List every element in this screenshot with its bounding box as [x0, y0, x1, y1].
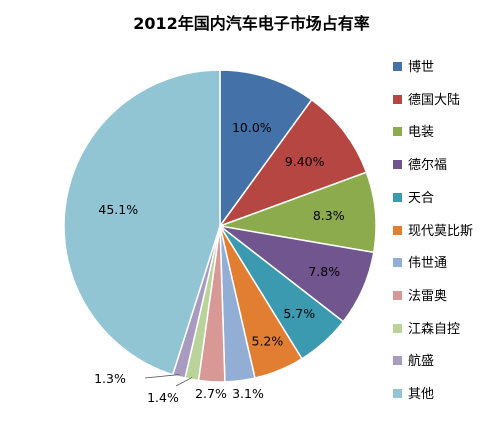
legend-item-2: 德国大陆 — [393, 91, 460, 111]
legend-label: 德尔福 — [408, 158, 448, 174]
legend-swatch — [393, 323, 402, 333]
slice-label-5: 5.7% — [283, 306, 315, 321]
legend-item-5: 天合 — [393, 189, 434, 209]
legend-swatch — [393, 258, 402, 268]
slice-label-7: 3.1% — [232, 386, 264, 401]
slice-label-1: 10.0% — [232, 120, 272, 135]
slice-label-4: 7.8% — [308, 264, 340, 279]
legend-item-11: 其他 — [393, 385, 434, 405]
legend-label: 航盛 — [408, 354, 435, 370]
legend-item-7: 伟世通 — [393, 254, 447, 274]
legend-label: 现代莫比斯 — [408, 223, 474, 239]
legend-item-1: 博世 — [393, 58, 434, 78]
legend-swatch — [393, 94, 402, 104]
slice-label-9: 1.4% — [147, 390, 179, 405]
legend-item-4: 德尔福 — [393, 156, 447, 176]
legend-item-10: 航盛 — [393, 352, 434, 372]
legend-swatch — [393, 62, 402, 71]
legend-swatch — [393, 356, 402, 366]
slice-label-6: 5.2% — [252, 333, 284, 348]
legend-swatch — [393, 127, 402, 137]
legend-swatch — [393, 389, 402, 398]
legend-label: 德国大陆 — [408, 92, 461, 108]
slice-label-11: 45.1% — [98, 202, 138, 217]
legend-label: 天合 — [408, 190, 435, 206]
legend-swatch — [393, 192, 402, 202]
slice-label-2: 9.40% — [285, 154, 325, 169]
legend-label: 电装 — [408, 125, 435, 141]
legend-swatch — [393, 290, 402, 300]
legend-label: 江森自控 — [408, 321, 461, 337]
legend-item-9: 江森自控 — [393, 320, 460, 340]
slice-label-8: 2.7% — [195, 386, 227, 401]
slice-label-3: 8.3% — [313, 208, 345, 223]
pie-slice-1 — [219, 69, 313, 229]
leader-line-9 — [175, 377, 193, 387]
legend-label: 其他 — [408, 387, 435, 402]
leader-line-10 — [144, 374, 180, 379]
legend-item-8: 法雷奥 — [393, 287, 447, 307]
legend-item-6: 现代莫比斯 — [393, 222, 473, 242]
legend-item-3: 电装 — [393, 123, 434, 143]
chart-title: 2012年国内汽车电子市场占有率 — [133, 14, 370, 33]
pie-slice-11 — [63, 69, 221, 376]
legend-swatch — [393, 225, 402, 235]
legend-label: 伟世通 — [408, 256, 448, 272]
legend-swatch — [393, 160, 402, 170]
pie-slice-2 — [217, 98, 368, 228]
slice-label-10: 1.3% — [94, 371, 126, 386]
legend-label: 博世 — [408, 60, 435, 75]
legend-label: 法雷奥 — [408, 288, 448, 304]
